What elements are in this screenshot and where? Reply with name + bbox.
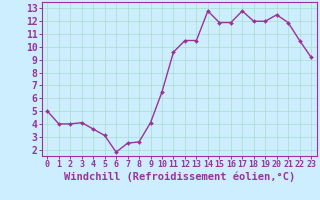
X-axis label: Windchill (Refroidissement éolien,°C): Windchill (Refroidissement éolien,°C): [64, 172, 295, 182]
